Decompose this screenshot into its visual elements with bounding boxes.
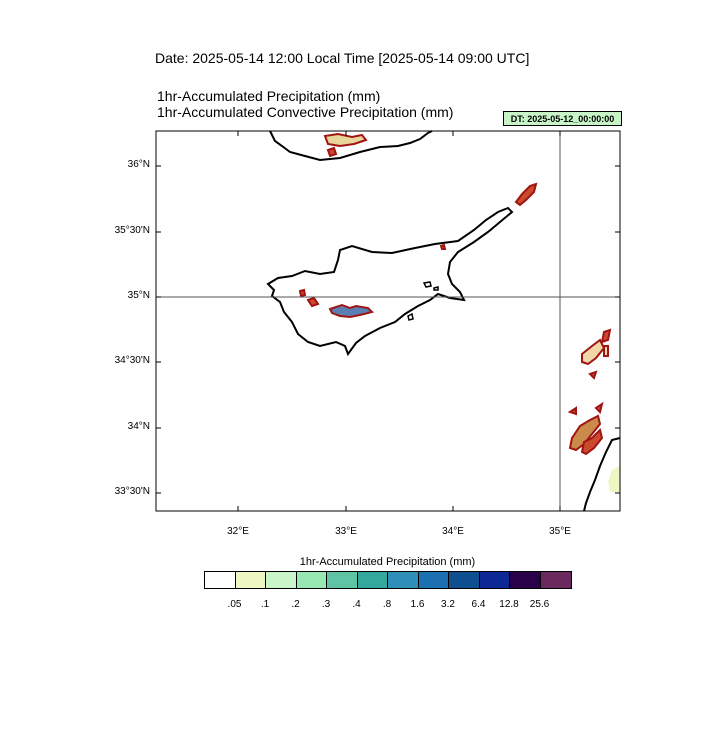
precip-area-light — [608, 466, 620, 492]
field-title-convective: 1hr-Accumulated Convective Precipitation… — [157, 104, 454, 120]
colorbar-swatch — [540, 572, 571, 588]
colorbar-title: 1hr-Accumulated Precipitation (mm) — [299, 556, 476, 568]
dt-badge: DT: 2025-05-12_00:00:00 — [503, 111, 622, 126]
colorbar-swatch — [266, 572, 297, 588]
colorbar-swatch — [205, 572, 236, 588]
colorbar-swatch — [449, 572, 480, 588]
coastline-islet — [407, 312, 414, 321]
coastline-cyprus — [266, 206, 514, 357]
lat-tick-label: 35°N — [127, 290, 150, 301]
colorbar-tick-label: .4 — [352, 599, 361, 610]
lon-tick-label: 33°E — [335, 526, 357, 537]
convective-contours — [298, 132, 612, 456]
colorbar-tick-label: 12.8 — [499, 599, 519, 610]
colorbar-swatch — [327, 572, 358, 588]
coastline-islet — [422, 281, 432, 288]
lat-tick-label: 35°30'N — [114, 225, 150, 236]
lon-tick-label: 32°E — [227, 526, 249, 537]
lat-tick-label: 33°30'N — [114, 486, 150, 497]
colorbar-tick-label: 6.4 — [471, 599, 486, 610]
colorbar-tick-label: 1.6 — [410, 599, 425, 610]
colorbar-swatch — [388, 572, 419, 588]
colorbar-swatch — [510, 572, 541, 588]
colorbar-tick-label: .8 — [382, 599, 392, 610]
lon-tick-label: 34°E — [442, 526, 464, 537]
lon-tick-label: 35°E — [549, 526, 571, 537]
lat-tick-label: 34°N — [127, 421, 150, 432]
colorbar-tick-label: .2 — [291, 599, 300, 610]
colorbar-swatch — [479, 572, 510, 588]
colorbar — [204, 571, 572, 589]
colorbar-tick-label: 3.2 — [441, 599, 455, 610]
colorbar-swatch — [357, 572, 388, 588]
field-title-precip: 1hr-Accumulated Precipitation (mm) — [157, 88, 381, 104]
coastline-islet — [433, 286, 439, 291]
lat-tick-label: 34°30'N — [114, 355, 150, 366]
colorbar-swatch — [418, 572, 449, 588]
coastline-turkey — [269, 130, 433, 162]
colorbar-tick-label: 25.6 — [529, 599, 550, 610]
tick-marks — [156, 131, 620, 511]
colorbar-tick-label: .05 — [227, 599, 242, 610]
colorbar-tick-label: .1 — [260, 599, 270, 610]
lat-tick-label: 36°N — [127, 159, 150, 170]
coastline-levant — [583, 437, 621, 512]
colorbar-tick-label: .3 — [321, 599, 331, 610]
map-frame — [155, 130, 621, 512]
date-title: Date: 2025-05-14 12:00 Local Time [2025-… — [155, 50, 530, 66]
colorbar-swatch — [235, 572, 266, 588]
colorbar-swatch — [296, 572, 327, 588]
